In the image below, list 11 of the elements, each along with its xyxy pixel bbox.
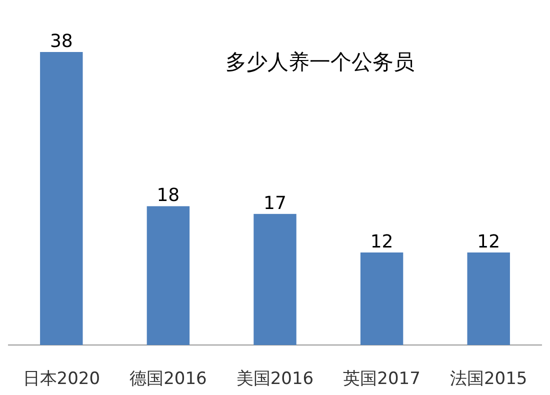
x-tick-label: 日本2020	[22, 369, 100, 389]
x-tick-label: 德国2016	[130, 369, 207, 389]
data-label: 18	[156, 185, 180, 206]
data-label: 12	[370, 231, 394, 252]
x-tick-label: 英国2017	[343, 369, 420, 389]
x-tick-label: 法国2015	[450, 369, 528, 389]
data-label: 12	[477, 231, 500, 252]
x-tick-label: 美国2016	[236, 369, 314, 389]
data-label: 17	[264, 192, 286, 214]
data-label: 38	[50, 31, 73, 52]
chart-title: 多少人养一个公务员	[226, 50, 414, 74]
